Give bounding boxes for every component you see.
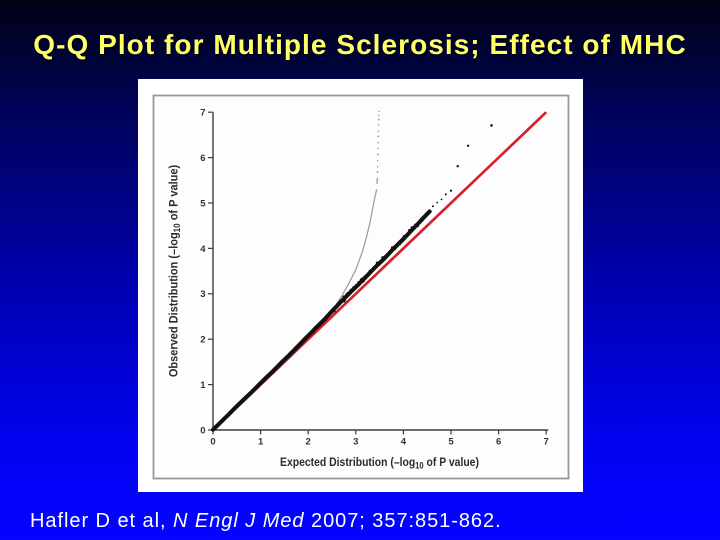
svg-text:0: 0 <box>210 437 215 448</box>
svg-text:3: 3 <box>353 437 358 448</box>
svg-text:1: 1 <box>258 437 264 448</box>
svg-text:4: 4 <box>200 244 206 255</box>
svg-text:7: 7 <box>200 108 205 119</box>
svg-text:6: 6 <box>200 153 205 164</box>
svg-text:7: 7 <box>544 437 549 448</box>
svg-text:2: 2 <box>306 437 311 448</box>
svg-text:Expected Distribution (–log10: Expected Distribution (–log10 of P value… <box>280 456 479 470</box>
svg-text:Observed Distribution (–log10: Observed Distribution (–log10 of P value… <box>168 165 182 377</box>
svg-text:2: 2 <box>200 335 205 346</box>
svg-text:5: 5 <box>200 198 206 209</box>
svg-text:1: 1 <box>200 380 206 391</box>
svg-text:5: 5 <box>448 437 454 448</box>
svg-text:3: 3 <box>200 289 205 300</box>
svg-text:6: 6 <box>496 437 501 448</box>
svg-text:0: 0 <box>200 425 205 436</box>
svg-text:4: 4 <box>401 437 407 448</box>
